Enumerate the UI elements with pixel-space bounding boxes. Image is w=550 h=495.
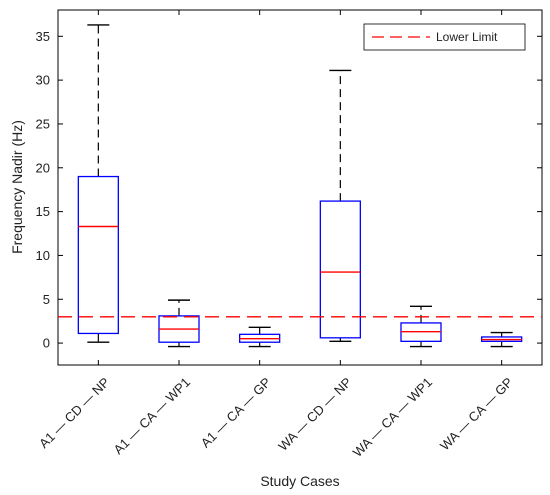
- y-tick-label: 25: [36, 116, 50, 131]
- y-tick-label: 30: [36, 73, 50, 88]
- box-5: [400, 305, 442, 348]
- category-label-3: A1 — CA — GP: [198, 375, 274, 451]
- y-axis: 0 5 10 15 20 25 30 35: [36, 10, 542, 365]
- category-label-1: A1 — CD — NP: [36, 375, 113, 452]
- y-tick-label: 5: [43, 292, 50, 307]
- y-axis-label: Frequency Nadir (Hz): [9, 120, 25, 254]
- x-axis-label: Study Cases: [260, 473, 339, 489]
- category-label-2: A1 — CA — WP1: [110, 375, 193, 458]
- y-tick-label: 20: [36, 160, 50, 175]
- y-tick-label: 15: [36, 204, 50, 219]
- category-label-4: WA — CD — NP: [275, 375, 354, 454]
- interquartile-box: [77, 175, 119, 335]
- box-4: [319, 69, 361, 343]
- legend-label: Lower Limit: [436, 30, 498, 44]
- category-label-5: WA — CA — WP1: [350, 375, 435, 460]
- plot-area: [57, 9, 543, 366]
- legend: Lower Limit: [363, 23, 526, 51]
- interquartile-box: [319, 200, 361, 339]
- y-tick-label: 35: [36, 29, 50, 44]
- category-label-6: WA — CA — GP: [437, 375, 516, 454]
- boxes-layer: [77, 24, 523, 348]
- box-2: [158, 299, 200, 348]
- y-tick-label: 0: [43, 336, 50, 351]
- box-3: [239, 326, 281, 348]
- y-tick-label: 10: [36, 248, 50, 263]
- box-6: [481, 331, 523, 348]
- box-1: [77, 24, 119, 343]
